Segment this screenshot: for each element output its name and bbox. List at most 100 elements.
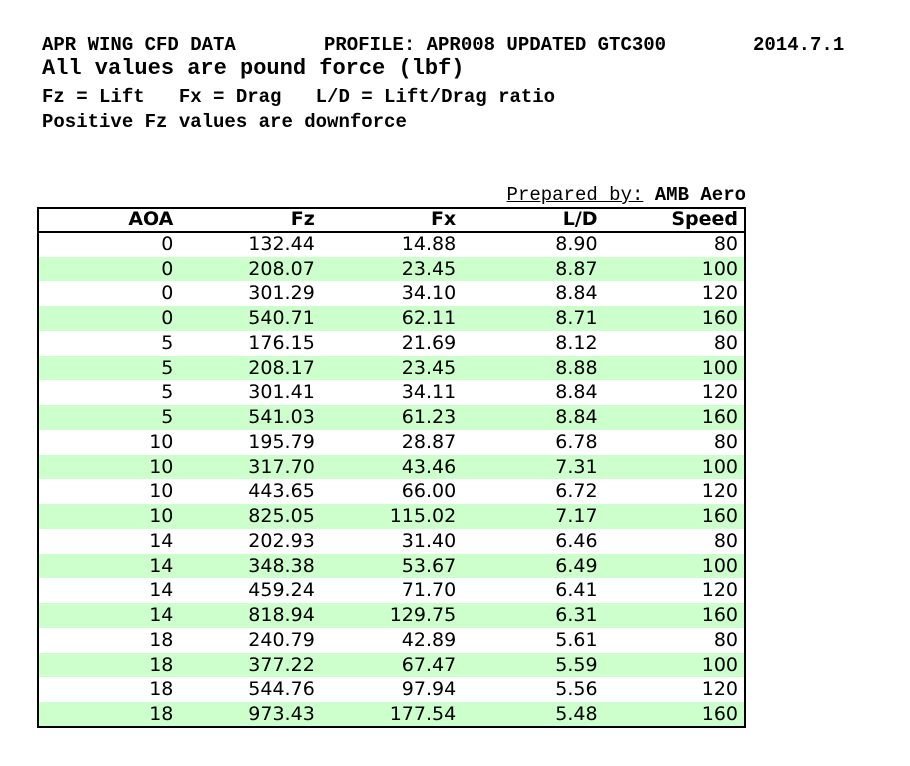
table-row: 10 443.65 66.00 6.72 120 [38, 479, 745, 504]
table-cell: 34.11 [401, 381, 457, 404]
table-cell: 80 [713, 331, 738, 354]
table-cell: 5.56 [555, 678, 598, 701]
cfd-data-table: AOA Fz Fx L/D Speed 0 132.44 14.88 8.90 80 0 208.0… [37, 207, 746, 728]
column-header-fx: Fx [320, 208, 463, 233]
prepared-by-value: AMB Aero [654, 184, 746, 206]
table-cell: 61.23 [401, 406, 457, 429]
table-cell: 208.17 [248, 356, 315, 379]
table-row: 18 544.76 97.94 5.56 120 [38, 677, 745, 702]
table-cell: 120 [701, 480, 738, 503]
table-cell: 160 [701, 604, 738, 627]
table-row: 5 208.17 23.45 8.88 100 [38, 355, 745, 381]
table-cell: 317.70 [248, 455, 315, 478]
table-cell: 97.94 [401, 678, 457, 701]
table-cell: 0 [161, 307, 174, 330]
table-row: 0 540.71 62.11 8.71 160 [38, 306, 745, 331]
table-row: 14 202.93 31.40 6.46 80 [38, 529, 745, 554]
table-cell: 100 [701, 455, 738, 478]
table-header-row: AOA Fz Fx L/D Speed [38, 208, 745, 233]
table-cell: 129.75 [389, 604, 457, 627]
table-cell: 43.46 [401, 455, 457, 478]
table-cell: 160 [701, 307, 738, 330]
table-row: 0 132.44 14.88 8.90 80 [38, 232, 745, 257]
table-cell: 120 [701, 579, 738, 602]
table-cell: 5 [161, 381, 174, 404]
table-cell: 14 [149, 554, 174, 577]
table-cell: 7.17 [555, 505, 598, 528]
table-cell: 31.40 [401, 529, 457, 552]
table-cell: 160 [701, 406, 738, 429]
table-cell: 544.76 [248, 678, 315, 701]
table-cell: 825.05 [248, 505, 315, 528]
table-cell: 8.84 [555, 406, 598, 429]
table-row: 0 208.07 23.45 8.87 100 [38, 256, 745, 282]
table-cell: 443.65 [248, 480, 315, 503]
table-cell: 100 [701, 653, 738, 676]
table-cell: 5 [161, 331, 174, 354]
table-cell: 973.43 [248, 702, 315, 725]
table-cell: 62.11 [401, 307, 457, 330]
table-cell: 348.38 [248, 554, 315, 577]
table-row: 18 240.79 42.89 5.61 80 [38, 628, 745, 653]
doc-date: 2014.7.1 [753, 34, 845, 56]
table-cell: 14 [149, 579, 174, 602]
table-cell: 6.78 [555, 430, 598, 453]
table-row: 0 301.29 34.10 8.84 120 [38, 281, 745, 306]
table-row: 18 377.22 67.47 5.59 100 [38, 652, 745, 678]
table-cell: 10 [149, 505, 174, 528]
table-cell: 34.10 [401, 282, 457, 305]
table-cell: 21.69 [401, 331, 457, 354]
table-cell: 14 [149, 604, 174, 627]
table-cell: 23.45 [401, 356, 457, 379]
table-cell: 160 [701, 702, 738, 725]
table-cell: 23.45 [401, 257, 457, 280]
doc-note: Positive Fz values are downforce [42, 111, 407, 133]
table-cell: 7.31 [555, 455, 598, 478]
table-cell: 5.59 [555, 653, 598, 676]
table-cell: 8.84 [555, 381, 598, 404]
table-row: 10 317.70 43.46 7.31 100 [38, 454, 745, 480]
table-cell: 10 [149, 455, 174, 478]
table-cell: 240.79 [248, 628, 315, 651]
table-row: 5 541.03 61.23 8.84 160 [38, 405, 745, 430]
table-cell: 0 [161, 233, 174, 256]
table-cell: 28.87 [401, 430, 457, 453]
table-cell: 5.48 [555, 702, 598, 725]
table-cell: 8.12 [555, 331, 598, 354]
table-row: 5 176.15 21.69 8.12 80 [38, 331, 745, 356]
table-cell: 8.88 [555, 356, 598, 379]
table-cell: 100 [701, 554, 738, 577]
table-cell: 301.41 [248, 381, 315, 404]
table-cell: 541.03 [248, 406, 315, 429]
table-cell: 18 [149, 702, 174, 725]
table-cell: 301.29 [248, 282, 315, 305]
table-cell: 6.72 [555, 480, 598, 503]
table-cell: 100 [701, 257, 738, 280]
column-header-speed: Speed [603, 208, 745, 233]
table-cell: 18 [149, 678, 174, 701]
table-cell: 5.61 [555, 628, 598, 651]
doc-subtitle: All values are pound force (lbf) [42, 56, 465, 81]
table-cell: 177.54 [389, 702, 457, 725]
table-cell: 377.22 [248, 653, 315, 676]
table-cell: 14.88 [401, 233, 457, 256]
table-cell: 176.15 [248, 331, 315, 354]
table-cell: 6.41 [555, 579, 598, 602]
table-cell: 208.07 [248, 257, 315, 280]
table-cell: 8.90 [555, 233, 598, 256]
table-cell: 100 [701, 356, 738, 379]
table-cell: 0 [161, 257, 174, 280]
doc-title: APR WING CFD DATA [42, 34, 236, 56]
table-cell: 80 [713, 628, 738, 651]
table-cell: 42.89 [401, 628, 457, 651]
table-cell: 818.94 [248, 604, 315, 627]
table-row: 14 459.24 71.70 6.41 120 [38, 578, 745, 603]
table-cell: 80 [713, 233, 738, 256]
table-cell: 120 [701, 282, 738, 305]
table-cell: 6.46 [555, 529, 598, 552]
title-row: APR WING CFD DATA PROFILE: APR008 UPDATE… [0, 36, 910, 58]
table-row: 18 973.43 177.54 5.48 160 [38, 702, 745, 727]
table-cell: 5 [161, 406, 174, 429]
table-cell: 8.84 [555, 282, 598, 305]
table-row: 14 818.94 129.75 6.31 160 [38, 603, 745, 628]
